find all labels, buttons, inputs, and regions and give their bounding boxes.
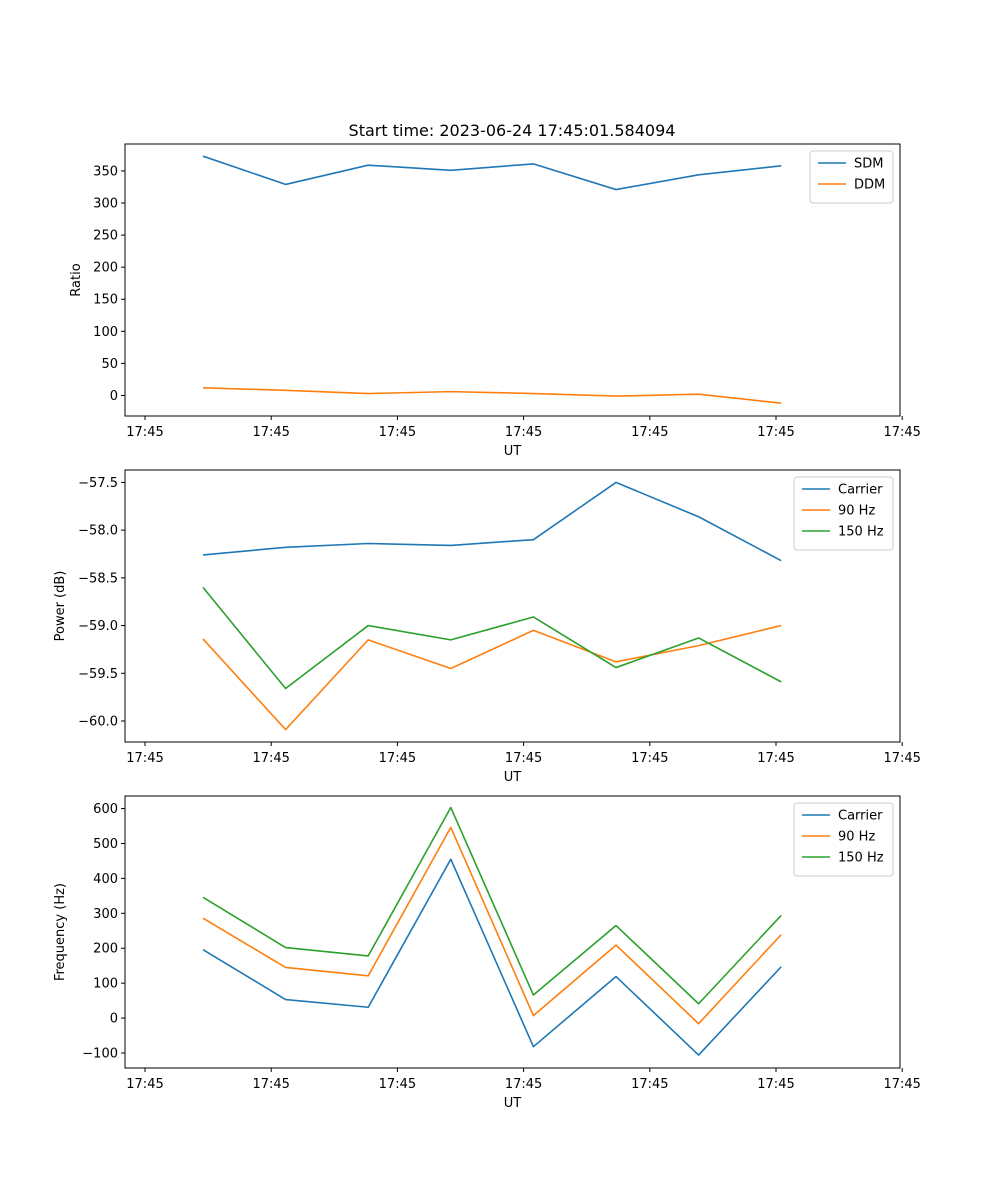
y-tick-label: 400 bbox=[93, 872, 118, 887]
y-tick-label: −59.0 bbox=[78, 619, 118, 634]
subplot-2: 17:4517:4517:4517:4517:4517:4517:4517:46… bbox=[53, 469, 921, 785]
y-tick-label: 250 bbox=[93, 229, 118, 244]
x-tick-label: 17:45 bbox=[379, 425, 416, 440]
y-tick-label: −58.0 bbox=[78, 524, 118, 539]
y-tick-label: 0 bbox=[110, 389, 118, 404]
y-tick-label: 50 bbox=[101, 357, 118, 372]
y-tick-label: 150 bbox=[93, 293, 118, 308]
legend-label: DDM bbox=[854, 178, 885, 193]
x-tick-label: 17:45 bbox=[126, 1077, 163, 1092]
x-tick-label: 17:45 bbox=[505, 751, 542, 766]
x-tick-label: 17:45 bbox=[883, 751, 920, 766]
series-line-ddm bbox=[202, 386, 782, 404]
legend-label: SDM bbox=[854, 157, 883, 172]
y-tick-label: −100 bbox=[82, 1046, 118, 1061]
x-tick-label: 17:45 bbox=[379, 751, 416, 766]
subplot-3: 17:4517:4517:4517:4517:4517:4517:4517:46… bbox=[53, 795, 921, 1111]
subplots: 17:4517:4517:4517:4517:4517:4517:4517:46… bbox=[53, 143, 921, 1111]
axes-frame bbox=[124, 143, 901, 417]
y-tick-label: 300 bbox=[93, 907, 118, 922]
x-tick-label: 17:45 bbox=[252, 425, 289, 440]
series-line-carrier bbox=[202, 858, 782, 1056]
y-axis-label: Power (dB) bbox=[53, 571, 68, 642]
y-tick-label: −57.5 bbox=[78, 476, 118, 491]
x-axis-label: UT bbox=[504, 444, 522, 459]
series-line-90-hz bbox=[202, 624, 782, 731]
legend: Carrier 90 Hz 150 Hz bbox=[793, 802, 894, 877]
series-line-sdm bbox=[202, 155, 782, 191]
legend-label: 150 Hz bbox=[838, 525, 884, 540]
figure-title: Start time: 2023-06-24 17:45:01.584094 bbox=[349, 121, 676, 140]
x-tick-label: 17:45 bbox=[505, 1077, 542, 1092]
legend: Carrier 90 Hz 150 Hz bbox=[793, 476, 894, 551]
y-tick-label: 200 bbox=[93, 261, 118, 276]
axes-frame bbox=[124, 795, 901, 1069]
x-tick-label: 17:45 bbox=[631, 751, 668, 766]
x-tick-label: 17:45 bbox=[757, 1077, 794, 1092]
x-tick-label: 17:45 bbox=[505, 425, 542, 440]
x-tick-label: 17:45 bbox=[883, 1077, 920, 1092]
x-tick-label: 17:45 bbox=[126, 751, 163, 766]
series-line-150-hz bbox=[202, 806, 782, 1005]
y-axis-label: Frequency (Hz) bbox=[53, 883, 68, 981]
x-tick-label: 17:45 bbox=[252, 1077, 289, 1092]
series-line-carrier bbox=[202, 481, 782, 562]
y-tick-label: 350 bbox=[93, 164, 118, 179]
series-line-150-hz bbox=[202, 586, 782, 690]
legend: SDM DDM bbox=[809, 150, 894, 204]
x-tick-label: 17:45 bbox=[883, 425, 920, 440]
legend-box bbox=[809, 150, 894, 204]
axes-frame bbox=[124, 469, 901, 743]
subplot-1: 17:4517:4517:4517:4517:4517:4517:4517:46… bbox=[69, 143, 921, 459]
legend-label: Carrier bbox=[838, 483, 883, 498]
x-tick-label: 17:45 bbox=[757, 751, 794, 766]
legend-label: 90 Hz bbox=[838, 830, 875, 845]
legend-label: 90 Hz bbox=[838, 504, 875, 519]
y-tick-label: −60.0 bbox=[78, 715, 118, 730]
x-axis-label: UT bbox=[504, 1096, 522, 1111]
y-tick-label: 0 bbox=[110, 1012, 118, 1027]
y-tick-label: −59.5 bbox=[78, 667, 118, 682]
x-axis-label: UT bbox=[504, 770, 522, 785]
y-tick-label: 600 bbox=[93, 802, 118, 817]
x-tick-label: 17:45 bbox=[126, 425, 163, 440]
legend-label: 150 Hz bbox=[838, 851, 884, 866]
series-line-90-hz bbox=[202, 826, 782, 1025]
x-tick-label: 17:45 bbox=[379, 1077, 416, 1092]
y-tick-label: 500 bbox=[93, 837, 118, 852]
y-tick-label: 100 bbox=[93, 977, 118, 992]
y-tick-label: 200 bbox=[93, 942, 118, 957]
y-axis-label: Ratio bbox=[69, 263, 84, 296]
y-tick-label: 300 bbox=[93, 197, 118, 212]
y-tick-label: 100 bbox=[93, 325, 118, 340]
x-tick-label: 17:45 bbox=[631, 425, 668, 440]
x-tick-label: 17:45 bbox=[631, 1077, 668, 1092]
legend-label: Carrier bbox=[838, 809, 883, 824]
x-tick-label: 17:45 bbox=[757, 425, 794, 440]
y-tick-label: −58.5 bbox=[78, 571, 118, 586]
x-tick-label: 17:45 bbox=[252, 751, 289, 766]
